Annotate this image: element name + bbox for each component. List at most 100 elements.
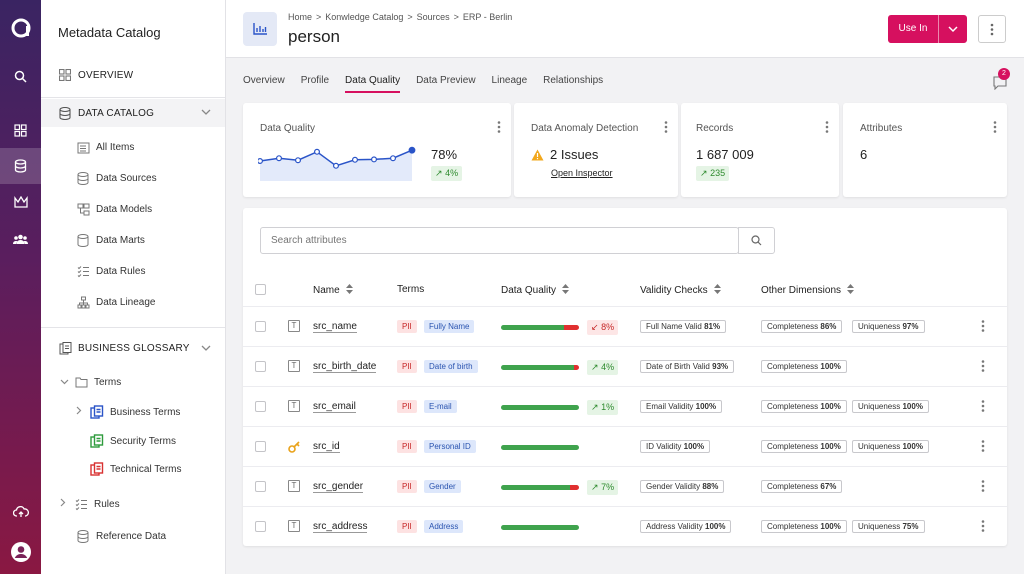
cloud-upload-icon[interactable] <box>0 494 41 530</box>
validity-check-chip[interactable]: Full Name Valid 81% <box>640 320 727 333</box>
tab-overview[interactable]: Overview <box>243 75 285 86</box>
search-button[interactable] <box>738 227 775 254</box>
select-all-checkbox[interactable] <box>255 284 266 295</box>
row-checkbox[interactable] <box>255 321 266 332</box>
sidebar-item-data-rules[interactable]: Data Rules <box>41 258 225 284</box>
database-icon[interactable] <box>0 148 41 184</box>
kebab-icon[interactable] <box>825 121 829 136</box>
tab-data-preview[interactable]: Data Preview <box>416 75 476 86</box>
pii-tag[interactable]: PII <box>397 480 417 493</box>
pii-tag[interactable]: PII <box>397 440 417 453</box>
row-checkbox[interactable] <box>255 361 266 372</box>
search-input[interactable] <box>260 227 739 254</box>
sidebar-item-data-lineage[interactable]: Data Lineage <box>41 289 225 315</box>
dimension-chip[interactable]: Uniqueness 100% <box>852 440 929 453</box>
term-tag[interactable]: E-mail <box>424 400 457 413</box>
chevron-down-icon[interactable] <box>60 376 70 388</box>
row-kebab-icon[interactable] <box>981 360 985 375</box>
pii-tag[interactable]: PII <box>397 520 417 533</box>
sidebar-item-data-marts[interactable]: Data Marts <box>41 227 225 253</box>
chevron-down-icon[interactable] <box>201 107 211 119</box>
row-checkbox[interactable] <box>255 441 266 452</box>
term-tag[interactable]: Personal ID <box>424 440 476 453</box>
sidebar-item-business-terms[interactable]: Business Terms <box>41 399 225 425</box>
users-icon[interactable] <box>0 221 41 257</box>
pii-tag[interactable]: PII <box>397 360 417 373</box>
dimension-chip[interactable]: Uniqueness 75% <box>852 520 925 533</box>
term-tag[interactable]: Fully Name <box>424 320 475 333</box>
sidebar-item-data-models[interactable]: Data Models <box>41 196 225 222</box>
dimension-chip[interactable]: Completeness 67% <box>761 480 843 493</box>
user-avatar-icon[interactable] <box>0 534 41 570</box>
tab-data-quality[interactable]: Data Quality <box>345 75 401 93</box>
row-checkbox[interactable] <box>255 401 266 412</box>
sidebar-item-rules[interactable]: Rules <box>41 491 225 517</box>
sidebar-item-business-glossary[interactable]: BUSINESS GLOSSARY <box>41 335 225 361</box>
attribute-name-link[interactable]: src_address <box>313 521 368 533</box>
row-kebab-icon[interactable] <box>981 520 985 535</box>
row-kebab-icon[interactable] <box>981 320 985 335</box>
attribute-name-link[interactable]: src_gender <box>313 481 364 493</box>
tab-lineage[interactable]: Lineage <box>491 75 528 86</box>
breadcrumb-erp-berlin[interactable]: ERP - Berlin <box>462 12 513 22</box>
kebab-icon[interactable] <box>664 121 668 136</box>
term-tag[interactable]: Date of birth <box>424 360 478 373</box>
sidebar-item-technical-terms[interactable]: Technical Terms <box>41 456 225 482</box>
kebab-icon[interactable] <box>993 121 997 136</box>
chevron-right-icon[interactable] <box>76 406 86 418</box>
column-header-name[interactable]: Name <box>313 284 353 297</box>
validity-check-chip[interactable]: Date of Birth Valid 93% <box>640 360 735 373</box>
sidebar-item-security-terms[interactable]: Security Terms <box>41 428 225 454</box>
row-kebab-icon[interactable] <box>981 400 985 415</box>
more-options-button[interactable] <box>978 15 1006 43</box>
dashboard-icon[interactable] <box>0 112 41 148</box>
sidebar-item-all-items[interactable]: All Items <box>41 134 225 160</box>
dimension-chip[interactable]: Completeness 86% <box>761 320 843 333</box>
attribute-name-link[interactable]: src_email <box>313 401 356 413</box>
breadcrumb-home[interactable]: Home <box>288 12 313 22</box>
validity-check-chip[interactable]: ID Validity 100% <box>640 440 711 453</box>
sidebar-item-overview[interactable]: OVERVIEW <box>41 62 225 88</box>
column-header-validity-checks[interactable]: Validity Checks <box>640 284 721 297</box>
open-inspector-link[interactable]: Open Inspector <box>551 168 613 178</box>
row-kebab-icon[interactable] <box>981 440 985 455</box>
breadcrumb-sources[interactable]: Sources <box>416 12 450 22</box>
search-icon[interactable] <box>0 58 41 94</box>
column-header-data-quality[interactable]: Data Quality <box>501 284 570 297</box>
sort-icon[interactable] <box>562 284 570 297</box>
tab-profile[interactable]: Profile <box>300 75 330 86</box>
use-in-label[interactable]: Use In <box>888 15 939 43</box>
sidebar-item-terms[interactable]: Terms <box>41 369 225 395</box>
attribute-name-link[interactable]: src_name <box>313 321 357 333</box>
column-header-other-dimensions[interactable]: Other Dimensions <box>761 284 855 297</box>
dimension-chip[interactable]: Uniqueness 97% <box>852 320 925 333</box>
sort-icon[interactable] <box>713 284 721 297</box>
pii-tag[interactable]: PII <box>397 400 417 413</box>
dimension-chip[interactable]: Uniqueness 100% <box>852 400 929 413</box>
term-tag[interactable]: Gender <box>424 480 461 493</box>
validity-check-chip[interactable]: Address Validity 100% <box>640 520 732 533</box>
dimension-chip[interactable]: Completeness 100% <box>761 400 847 413</box>
row-checkbox[interactable] <box>255 521 266 532</box>
validity-check-chip[interactable]: Email Validity 100% <box>640 400 723 413</box>
table-row[interactable]: src_id PII Personal ID ID Validity 100% Comp… <box>243 426 1007 466</box>
validity-check-chip[interactable]: Gender Validity 88% <box>640 480 725 493</box>
use-in-button[interactable]: Use In <box>888 15 967 43</box>
logo-icon[interactable] <box>0 10 41 46</box>
sort-icon[interactable] <box>345 284 353 297</box>
pii-tag[interactable]: PII <box>397 320 417 333</box>
chevron-down-icon[interactable] <box>201 343 211 355</box>
attribute-name-link[interactable]: src_id <box>313 441 340 453</box>
dimension-chip[interactable]: Completeness 100% <box>761 520 847 533</box>
dimension-chip[interactable]: Completeness 100% <box>761 360 847 373</box>
sidebar-item-data-catalog[interactable]: DATA CATALOG <box>41 99 225 127</box>
tab-relationships[interactable]: Relationships <box>543 75 604 86</box>
chevron-right-icon[interactable] <box>60 498 70 510</box>
attribute-name-link[interactable]: src_birth_date <box>313 361 377 373</box>
sidebar-item-data-sources[interactable]: Data Sources <box>41 165 225 191</box>
